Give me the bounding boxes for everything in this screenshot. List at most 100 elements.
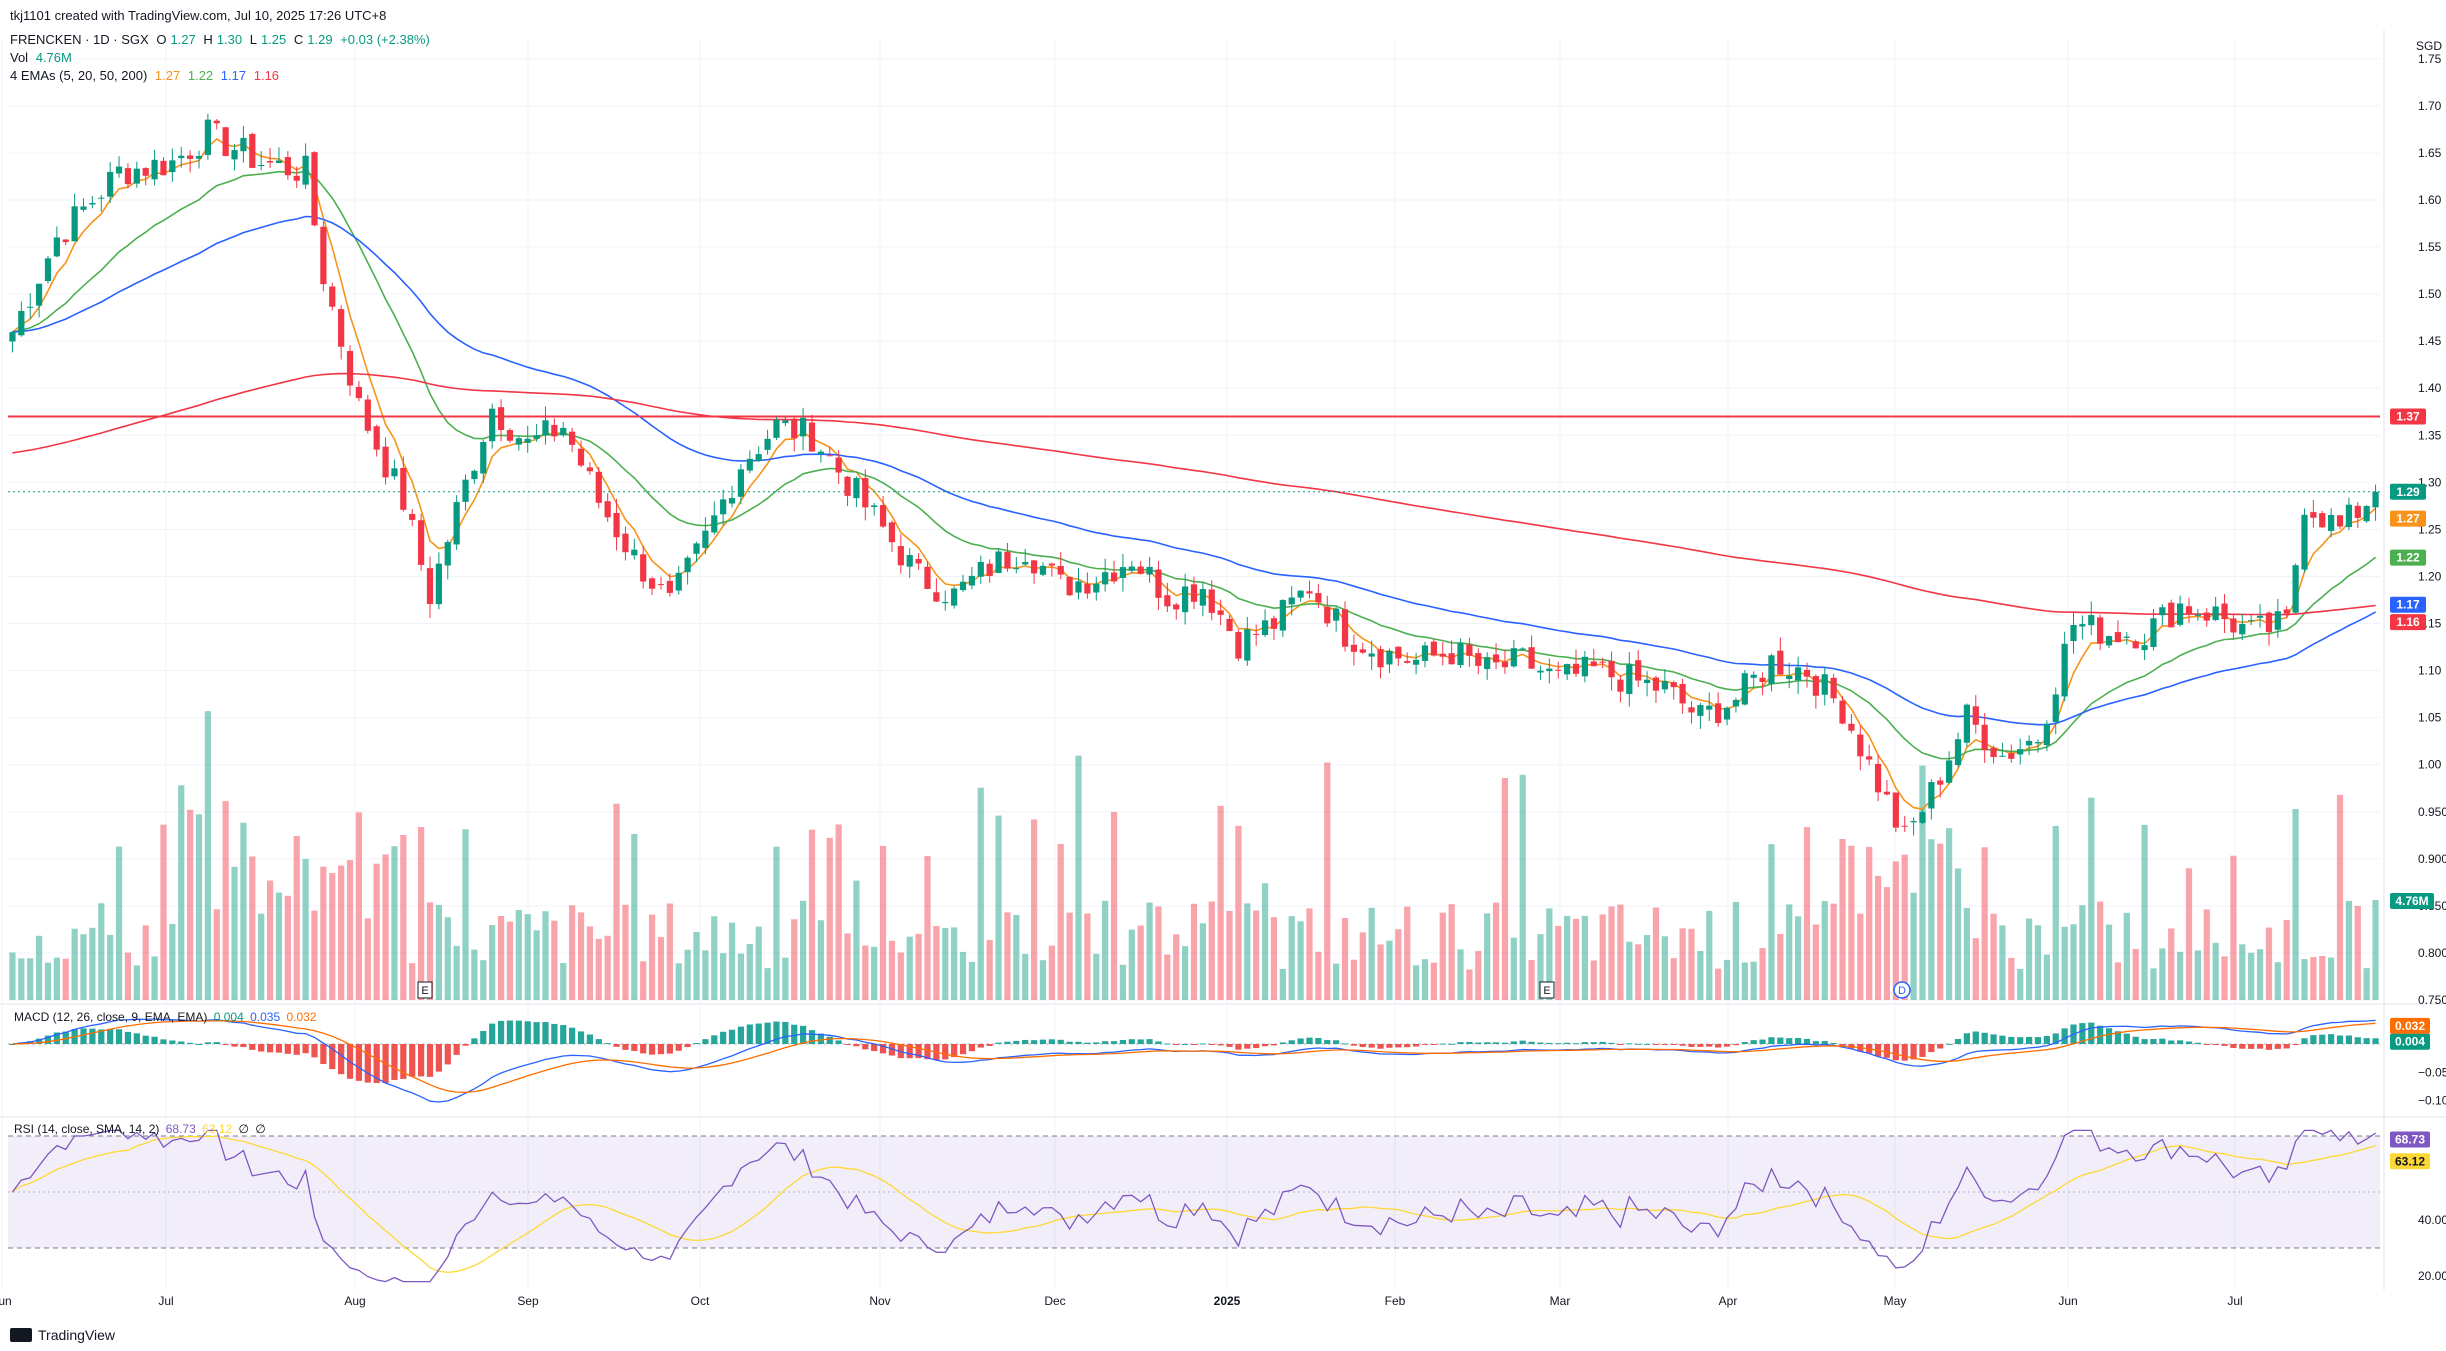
- volume-bar: [178, 785, 185, 1000]
- volume-bar: [1315, 951, 1322, 1000]
- macd-hist-bar: [133, 1033, 140, 1044]
- time-tick-label: Jun: [0, 1294, 12, 1308]
- rsi-value: 68.73: [165, 1122, 196, 1136]
- volume-bar: [1261, 883, 1269, 1000]
- price-tick-label: 1.60: [2418, 193, 2442, 207]
- candle-body: [2363, 506, 2370, 522]
- candle-body: [2043, 723, 2050, 746]
- candle-body: [1661, 681, 1668, 690]
- candle-body: [1874, 763, 1882, 793]
- volume-bar: [711, 916, 718, 1000]
- macd-hist-bar: [1457, 1042, 1464, 1044]
- macd-hist-bar: [604, 1043, 611, 1045]
- candle-body: [1093, 583, 1100, 593]
- volume-bar: [977, 787, 984, 1000]
- rsi-label-text: 68.73: [2395, 1133, 2425, 1147]
- macd-hist-bar: [951, 1044, 958, 1058]
- volume-bar: [506, 921, 514, 1000]
- low-label: L: [249, 32, 257, 47]
- candle-body: [737, 469, 745, 497]
- candle-body: [204, 119, 211, 155]
- candle-body: [551, 424, 558, 437]
- macd-hist-bar: [1732, 1044, 1740, 1046]
- volume-bar: [915, 933, 922, 1000]
- volume-value: 4.76M: [35, 50, 72, 65]
- candle-body: [506, 430, 514, 441]
- macd-hist-bar: [1244, 1044, 1251, 1049]
- volume-bar: [1004, 912, 1011, 1000]
- symbol-label[interactable]: FRENCKEN · 1D · SGX: [10, 32, 149, 47]
- macd-legend[interactable]: MACD (12, 26, close, 9, EMA, EMA) 0.004 …: [14, 1010, 320, 1024]
- candle-body: [2256, 615, 2264, 618]
- macd-hist-bar: [1635, 1043, 1642, 1045]
- candle-body: [1448, 653, 1455, 665]
- rsi-ma-value: 63.12: [202, 1122, 233, 1136]
- volume-legend[interactable]: Vol 4.76M: [10, 50, 76, 65]
- candle-body: [1404, 661, 1411, 663]
- tradingview-footer[interactable]: TradingView: [10, 1327, 115, 1343]
- candle-body: [311, 152, 318, 226]
- price-label-box: [2390, 483, 2426, 500]
- candle-body: [1208, 589, 1215, 613]
- candle-body: [2017, 749, 2024, 755]
- volume-bar: [1643, 934, 1651, 1000]
- candle-body: [346, 350, 354, 386]
- macd-hist-bar: [2336, 1035, 2344, 1044]
- price-tick-label: 0.800: [2418, 946, 2446, 960]
- volume-bar: [1537, 934, 1544, 1000]
- volume-bar: [1697, 950, 1704, 1000]
- ema-legend[interactable]: 4 EMAs (5, 20, 50, 200) 1.27 1.22 1.17 1…: [10, 68, 283, 83]
- candle-body: [808, 422, 816, 452]
- macd-hist-bar: [995, 1042, 1002, 1044]
- volume-bar: [1501, 777, 1509, 1000]
- macd-hist-bar: [542, 1022, 549, 1044]
- volume-bar: [462, 829, 469, 1000]
- candle-body: [2132, 641, 2139, 649]
- macd-hist-bar: [1688, 1044, 1695, 1047]
- macd-hist-bar: [1768, 1037, 1775, 1044]
- candle-body: [1501, 661, 1509, 668]
- macd-hist-bar: [791, 1024, 798, 1044]
- candle-body: [1022, 562, 1029, 565]
- rsi-label-box: [2390, 1131, 2430, 1148]
- candle-body: [648, 578, 656, 589]
- volume-bar: [1022, 953, 1029, 1000]
- close-value: 1.29: [307, 32, 333, 47]
- macd-hist-bar: [1519, 1040, 1526, 1044]
- candle-body: [711, 515, 718, 533]
- volume-bar: [746, 943, 753, 1000]
- macd-hist-bar: [1084, 1042, 1091, 1044]
- candle-body: [1741, 673, 1748, 705]
- candle-body: [1270, 618, 1278, 629]
- candle-body: [2203, 612, 2210, 621]
- candle-body: [1439, 653, 1446, 657]
- candle-body: [888, 522, 896, 543]
- rsi-legend[interactable]: RSI (14, close, SMA, 14, 2) 68.73 63.12 …: [14, 1122, 269, 1136]
- candle-body: [1723, 707, 1731, 720]
- macd-hist-bar: [1564, 1042, 1571, 1044]
- volume-bar: [2363, 968, 2370, 1000]
- price-tick-label: 1.65: [2418, 146, 2442, 160]
- candle-body: [2336, 515, 2344, 527]
- volume-bar: [1981, 847, 1988, 1000]
- macd-hist-bar: [1537, 1042, 1544, 1044]
- volume-bar: [1057, 844, 1064, 1000]
- macd-hist-bar: [453, 1044, 460, 1055]
- macd-hist-bar: [1182, 1043, 1189, 1045]
- volume-bar: [1190, 903, 1198, 1000]
- rsi-label-box: [2390, 1153, 2430, 1170]
- volume-bar: [2061, 926, 2068, 1000]
- macd-hist-bar: [1199, 1043, 1206, 1045]
- volume-bar: [1404, 906, 1411, 1000]
- volume-bar: [453, 945, 460, 1000]
- candle-body: [1803, 669, 1811, 677]
- macd-hist-bar: [2025, 1036, 2033, 1044]
- candle-body: [80, 206, 87, 210]
- time-tick-label: Oct: [691, 1294, 710, 1308]
- macd-hist-bar: [1404, 1044, 1411, 1048]
- macd-hist-bar: [1812, 1041, 1819, 1044]
- volume-bar: [1412, 965, 1420, 1000]
- candle-body: [1972, 706, 1979, 725]
- candle-body: [1057, 565, 1064, 575]
